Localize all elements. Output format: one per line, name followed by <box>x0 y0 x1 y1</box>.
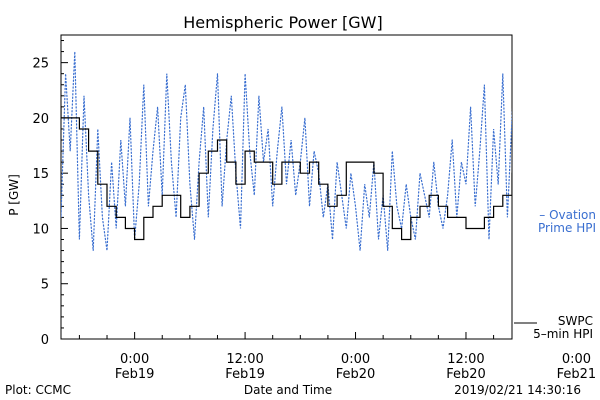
legend-ovation-line2: Prime HPI <box>538 221 596 235</box>
legend-swpc-line2: 5–min HPI <box>533 327 593 341</box>
x-tick-date-label: Feb20 <box>446 367 486 382</box>
series-line-ovation-prime-hpi <box>61 51 512 251</box>
x-axis: 0:00Feb1912:00Feb190:00Feb2012:00Feb200:… <box>78 332 597 382</box>
y-axis: 0 5 10 15 20 25 <box>32 40 68 348</box>
legend-ovation-line1: – Ovation <box>539 208 596 222</box>
x-tick-time-label: 12:00 <box>226 352 263 367</box>
x-tick-time-label: 0:00 <box>341 352 370 367</box>
x-tick-date-label: Feb20 <box>336 367 376 382</box>
y-tick-label: 0 <box>41 333 49 348</box>
x-tick-date-label: Feb19 <box>115 367 155 382</box>
x-tick-date-label: Feb19 <box>225 367 265 382</box>
x-tick-date-label: Feb21 <box>557 367 597 382</box>
y-tick-label: 25 <box>32 57 49 72</box>
footer-plot-credit: Plot: CCMC <box>5 383 71 397</box>
x-tick-time-label: 12:00 <box>447 352 484 367</box>
y-tick-label: 5 <box>41 278 49 293</box>
legend-ovation-prime-hpi: – Ovation Prime HPI <box>538 208 596 235</box>
y-tick-label: 10 <box>32 222 49 237</box>
series-layer <box>61 51 512 251</box>
series-ovation-prime-hpi <box>61 51 512 251</box>
x-tick-time-label: 0:00 <box>120 352 149 367</box>
legend-swpc-5min-hpi: SWPC 5–min HPI <box>514 314 593 341</box>
legend-swpc-line1: SWPC <box>558 314 593 328</box>
footer-timestamp: 2019/02/21 14:30:16 <box>454 383 581 397</box>
x-axis-label: Date and Time <box>244 383 332 397</box>
series-swpc-hpi <box>61 106 512 241</box>
y-axis-label: P [GW] <box>7 174 21 216</box>
plot-area-frame <box>60 34 513 340</box>
y-tick-label: 20 <box>32 112 49 127</box>
chart-title: Hemispheric Power [GW] <box>183 13 382 32</box>
x-tick-time-label: 0:00 <box>562 352 591 367</box>
y-tick-label: 15 <box>32 167 49 182</box>
series-line-swpc-hpi <box>61 106 512 241</box>
